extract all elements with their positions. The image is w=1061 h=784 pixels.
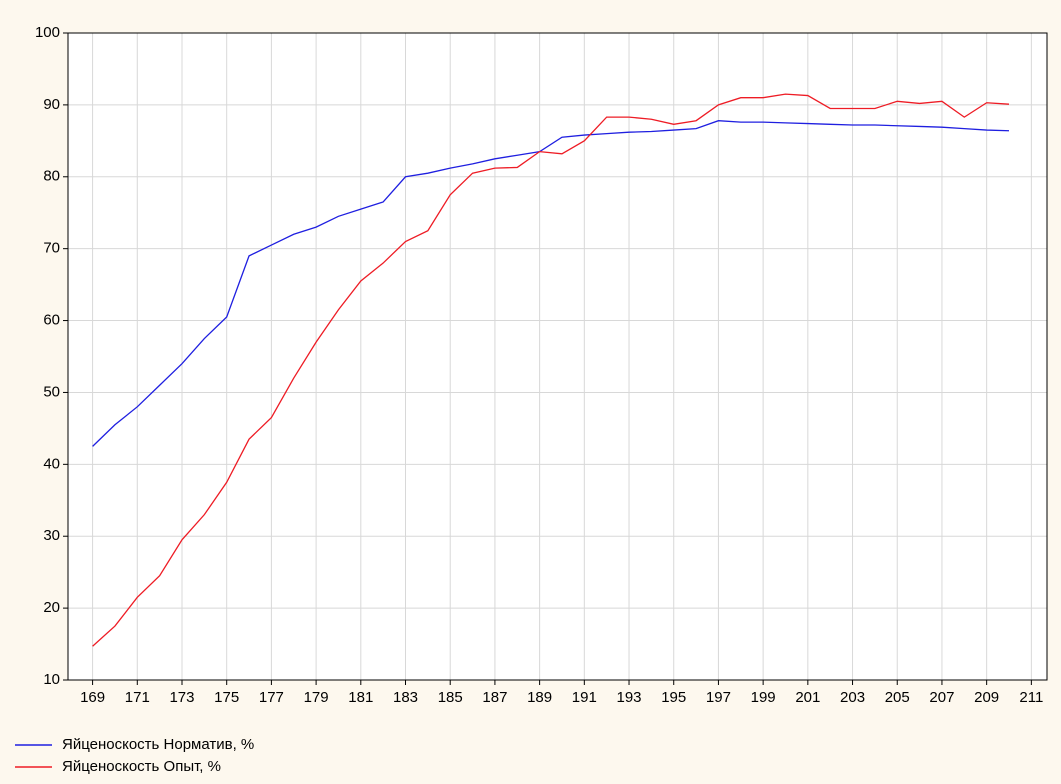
x-tick-label: 183 (393, 689, 418, 706)
plot-border (67, 32, 1048, 681)
x-tick-label: 173 (169, 689, 194, 706)
x-tick-label: 177 (259, 689, 284, 706)
y-tick-label: 40 (43, 455, 60, 472)
y-tick-label: 50 (43, 383, 60, 400)
series-line (92, 120, 1010, 447)
x-tick-label: 199 (751, 689, 776, 706)
x-tick-label: 175 (214, 689, 239, 706)
x-tick-label: 179 (304, 689, 329, 706)
x-tick-label: 205 (885, 689, 910, 706)
y-tick-label: 10 (43, 671, 60, 688)
y-tick-label: 90 (43, 96, 60, 113)
y-tick-label: 80 (43, 168, 60, 185)
x-tick-label: 181 (348, 689, 373, 706)
x-tick-label: 197 (706, 689, 731, 706)
plot-area (67, 32, 1048, 681)
x-tick-label: 171 (125, 689, 150, 706)
y-tick-label: 20 (43, 599, 60, 616)
y-tick-label: 30 (43, 527, 60, 544)
legend-label: Яйценоскость Опыт, % (62, 758, 221, 775)
x-tick-label: 193 (617, 689, 642, 706)
x-tick-label: 195 (661, 689, 686, 706)
y-tick-label: 60 (43, 312, 60, 329)
legend-label: Яйценоскость Норматив, % (62, 736, 254, 753)
x-tick-label: 207 (929, 689, 954, 706)
x-tick-label: 189 (527, 689, 552, 706)
x-tick-label: 191 (572, 689, 597, 706)
y-tick-label: 70 (43, 240, 60, 257)
y-tick-label: 100 (35, 24, 60, 41)
x-tick-label: 169 (80, 689, 105, 706)
x-tick-label: 201 (795, 689, 820, 706)
x-tick-label: 203 (840, 689, 865, 706)
x-tick-label: 187 (482, 689, 507, 706)
x-tick-label: 211 (1019, 689, 1043, 706)
series-line (92, 93, 1010, 647)
x-tick-label: 185 (438, 689, 463, 706)
x-tick-label: 209 (974, 689, 999, 706)
